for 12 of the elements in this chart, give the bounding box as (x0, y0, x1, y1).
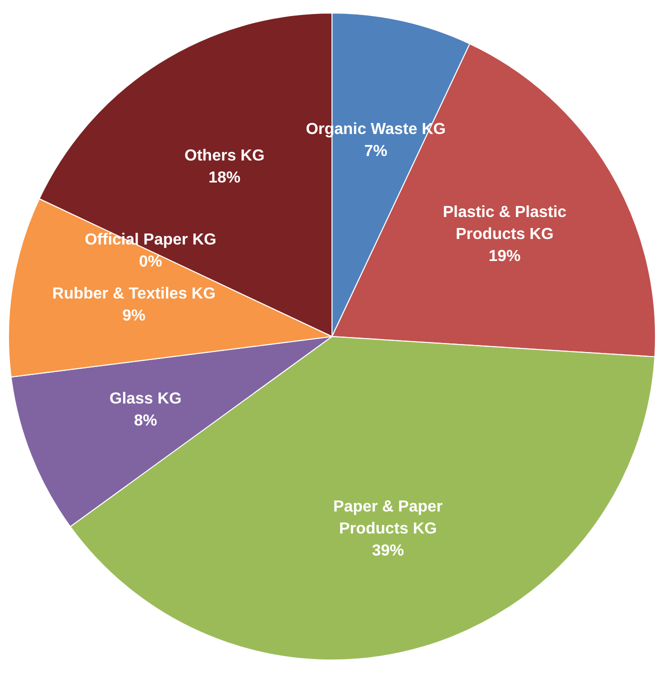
data-label: 7% (364, 143, 388, 160)
data-label: 8% (134, 412, 158, 430)
slice-label: Others KG (184, 148, 265, 165)
data-label: 18% (208, 170, 241, 187)
data-label: 9% (122, 308, 146, 325)
slice-label: Paper & Paper Products KG (333, 498, 443, 538)
slice-label: Glass KG (110, 390, 182, 408)
data-label: 39% (372, 542, 404, 560)
data-label: 19% (488, 248, 521, 265)
slice-label: Plastic & Plastic Products KG (442, 204, 567, 243)
text: 0% (138, 254, 162, 271)
slice-label: Rubber & Textiles KG (52, 286, 216, 303)
